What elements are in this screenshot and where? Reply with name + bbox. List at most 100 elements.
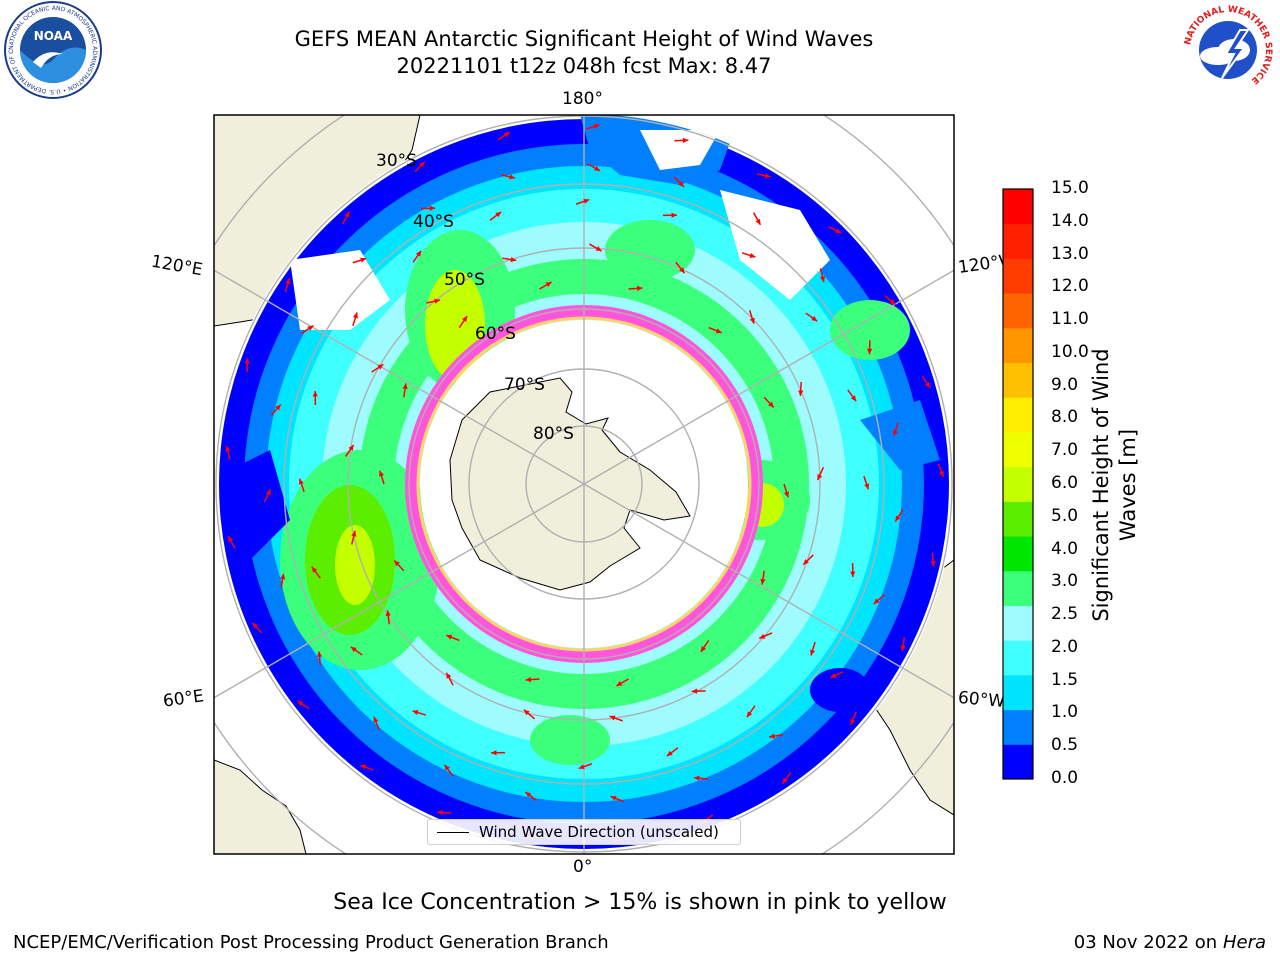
antarctica-land — [449, 377, 691, 591]
wave-arrow-head — [850, 395, 857, 402]
wave-arrow-head — [307, 325, 314, 331]
wave-arrow-head — [746, 711, 753, 718]
chart-title: GEFS MEAN Antarctic Significant Height o… — [294, 27, 874, 51]
africa-tip-land — [214, 759, 307, 854]
wave-arrow-head — [434, 298, 441, 304]
wave-arrow-head — [636, 285, 643, 291]
colorbar-tick-label: 10.0 — [1051, 341, 1089, 362]
wave-arrow-head — [830, 673, 837, 678]
wave-arrow-head — [666, 750, 673, 757]
colorbar-tick-label: 4.0 — [1051, 538, 1079, 559]
chart-subtitle: 20221101 t12z 048h fcst Max: 8.47 — [396, 54, 772, 78]
colorbar-cell — [1003, 258, 1033, 294]
wave-arrow-head — [760, 578, 766, 585]
wave-arrow-head — [415, 250, 422, 257]
colorbar-tick-label: 2.0 — [1051, 636, 1079, 657]
colorbar-cell — [1003, 223, 1033, 259]
wave-arrow-head — [280, 573, 286, 580]
wave-arrow-head — [900, 645, 906, 651]
colorbar-cell — [1003, 674, 1033, 711]
colorbar-tick-label: 12.0 — [1051, 276, 1089, 297]
colorbar-tick-label: 3.0 — [1051, 571, 1079, 592]
wave-arrow-head — [491, 750, 497, 756]
wave-arrow-head — [678, 181, 684, 187]
wave-arrow-head — [700, 646, 707, 652]
lat-label-60s: 60°S — [475, 324, 516, 344]
wave-arrow-head — [578, 764, 585, 770]
wave-arrow-head — [285, 278, 291, 285]
wave-arrow-head — [594, 165, 601, 171]
wave-arrow-head — [925, 381, 931, 388]
wave-arrow-head — [265, 489, 271, 496]
wave-arrow-head — [312, 391, 318, 397]
colorbar-tick-label: 5.0 — [1051, 505, 1079, 526]
colorbar-tick-label: 7.0 — [1051, 440, 1079, 461]
wave-arrow-head — [228, 535, 234, 542]
wave-arrow-head — [764, 173, 771, 179]
wave-arrow-head — [412, 710, 419, 716]
wave-arrow-head — [402, 383, 408, 390]
wave-arrow-head — [461, 316, 468, 322]
wave-arrow-head — [938, 471, 944, 478]
wave-arrow-head — [446, 672, 452, 679]
colorbar-cell — [1003, 640, 1033, 676]
wave-arrow-head — [377, 364, 384, 370]
wave-arrow-head — [749, 317, 755, 324]
wave-arrow-head — [503, 132, 510, 138]
wave-arrow-head — [510, 257, 517, 263]
wave-arrow-head — [350, 646, 357, 653]
map-frame — [213, 114, 955, 855]
footer-credit: NCEP/EMC/Verification Post Processing Pr… — [13, 932, 609, 953]
wave-arrow-head — [495, 211, 502, 218]
wave-arrow-head — [892, 430, 898, 437]
wave-arrow-head — [298, 478, 304, 485]
wave-arrow-head — [523, 709, 530, 716]
colorbar-cell — [1003, 397, 1033, 433]
lat-label-70s: 70°S — [504, 375, 545, 395]
colorbar-tick-label: 15.0 — [1051, 178, 1089, 198]
wave-arrow-head — [850, 718, 856, 725]
lat-label-30s: 30°S — [376, 151, 417, 171]
wave-arrow-head — [679, 267, 685, 274]
noaa-logo: NATIONAL OCEANIC AND ATMOSPHERIC ADMINIS… — [2, 0, 102, 99]
colorbar-tick-label: 0.0 — [1051, 768, 1079, 788]
wave-arrow-head — [593, 124, 600, 130]
wave-arrow-head — [755, 218, 761, 225]
wave-arrow-head — [803, 559, 809, 565]
lon-label-180: 180° — [562, 89, 603, 109]
wave-arrow-head — [378, 470, 384, 477]
wave-arrow-head — [446, 634, 453, 640]
wave-arrow-head — [352, 312, 358, 319]
wave-arrow-head — [610, 795, 617, 801]
colorbar-cell — [1003, 362, 1033, 398]
wave-arrow-head — [583, 198, 590, 204]
wave-arrow-head — [798, 390, 804, 396]
wave-arrow-head — [693, 775, 700, 781]
map-legend: Wind Wave Direction (unscaled) — [427, 819, 741, 845]
colorbar-tick-label: 2.5 — [1051, 604, 1079, 625]
wave-arrow-head — [811, 315, 818, 322]
legend-label: Wind Wave Direction (unscaled) — [479, 823, 719, 841]
colorbar-tick-label: 11.0 — [1051, 309, 1089, 330]
wave-arrow-head — [616, 681, 623, 686]
wave-arrow-head — [749, 252, 756, 258]
wave-direction-arrows — [225, 124, 945, 843]
wave-arrow-head — [316, 651, 323, 658]
wave-arrow-head — [595, 246, 602, 252]
colorbar-cell — [1003, 605, 1033, 641]
colorbar-tick-label: 8.0 — [1051, 407, 1079, 428]
colorbar-tick-label: 1.0 — [1051, 702, 1079, 723]
legend-line-swatch — [437, 831, 469, 833]
wave-arrow-head — [820, 276, 826, 283]
wave-arrow-head — [297, 700, 304, 707]
wave-arrow-head — [671, 212, 677, 218]
wave-arrow-head — [759, 633, 766, 639]
colorbar-label: Significant Height of Wind Waves [m] — [1089, 348, 1140, 622]
map-area — [214, 115, 954, 854]
wave-arrow-head — [373, 716, 379, 723]
wave-arrow-head — [525, 677, 532, 683]
wave-arrow-head — [545, 282, 552, 287]
wave-arrow-head — [444, 764, 450, 771]
colorbar — [1002, 188, 1034, 780]
